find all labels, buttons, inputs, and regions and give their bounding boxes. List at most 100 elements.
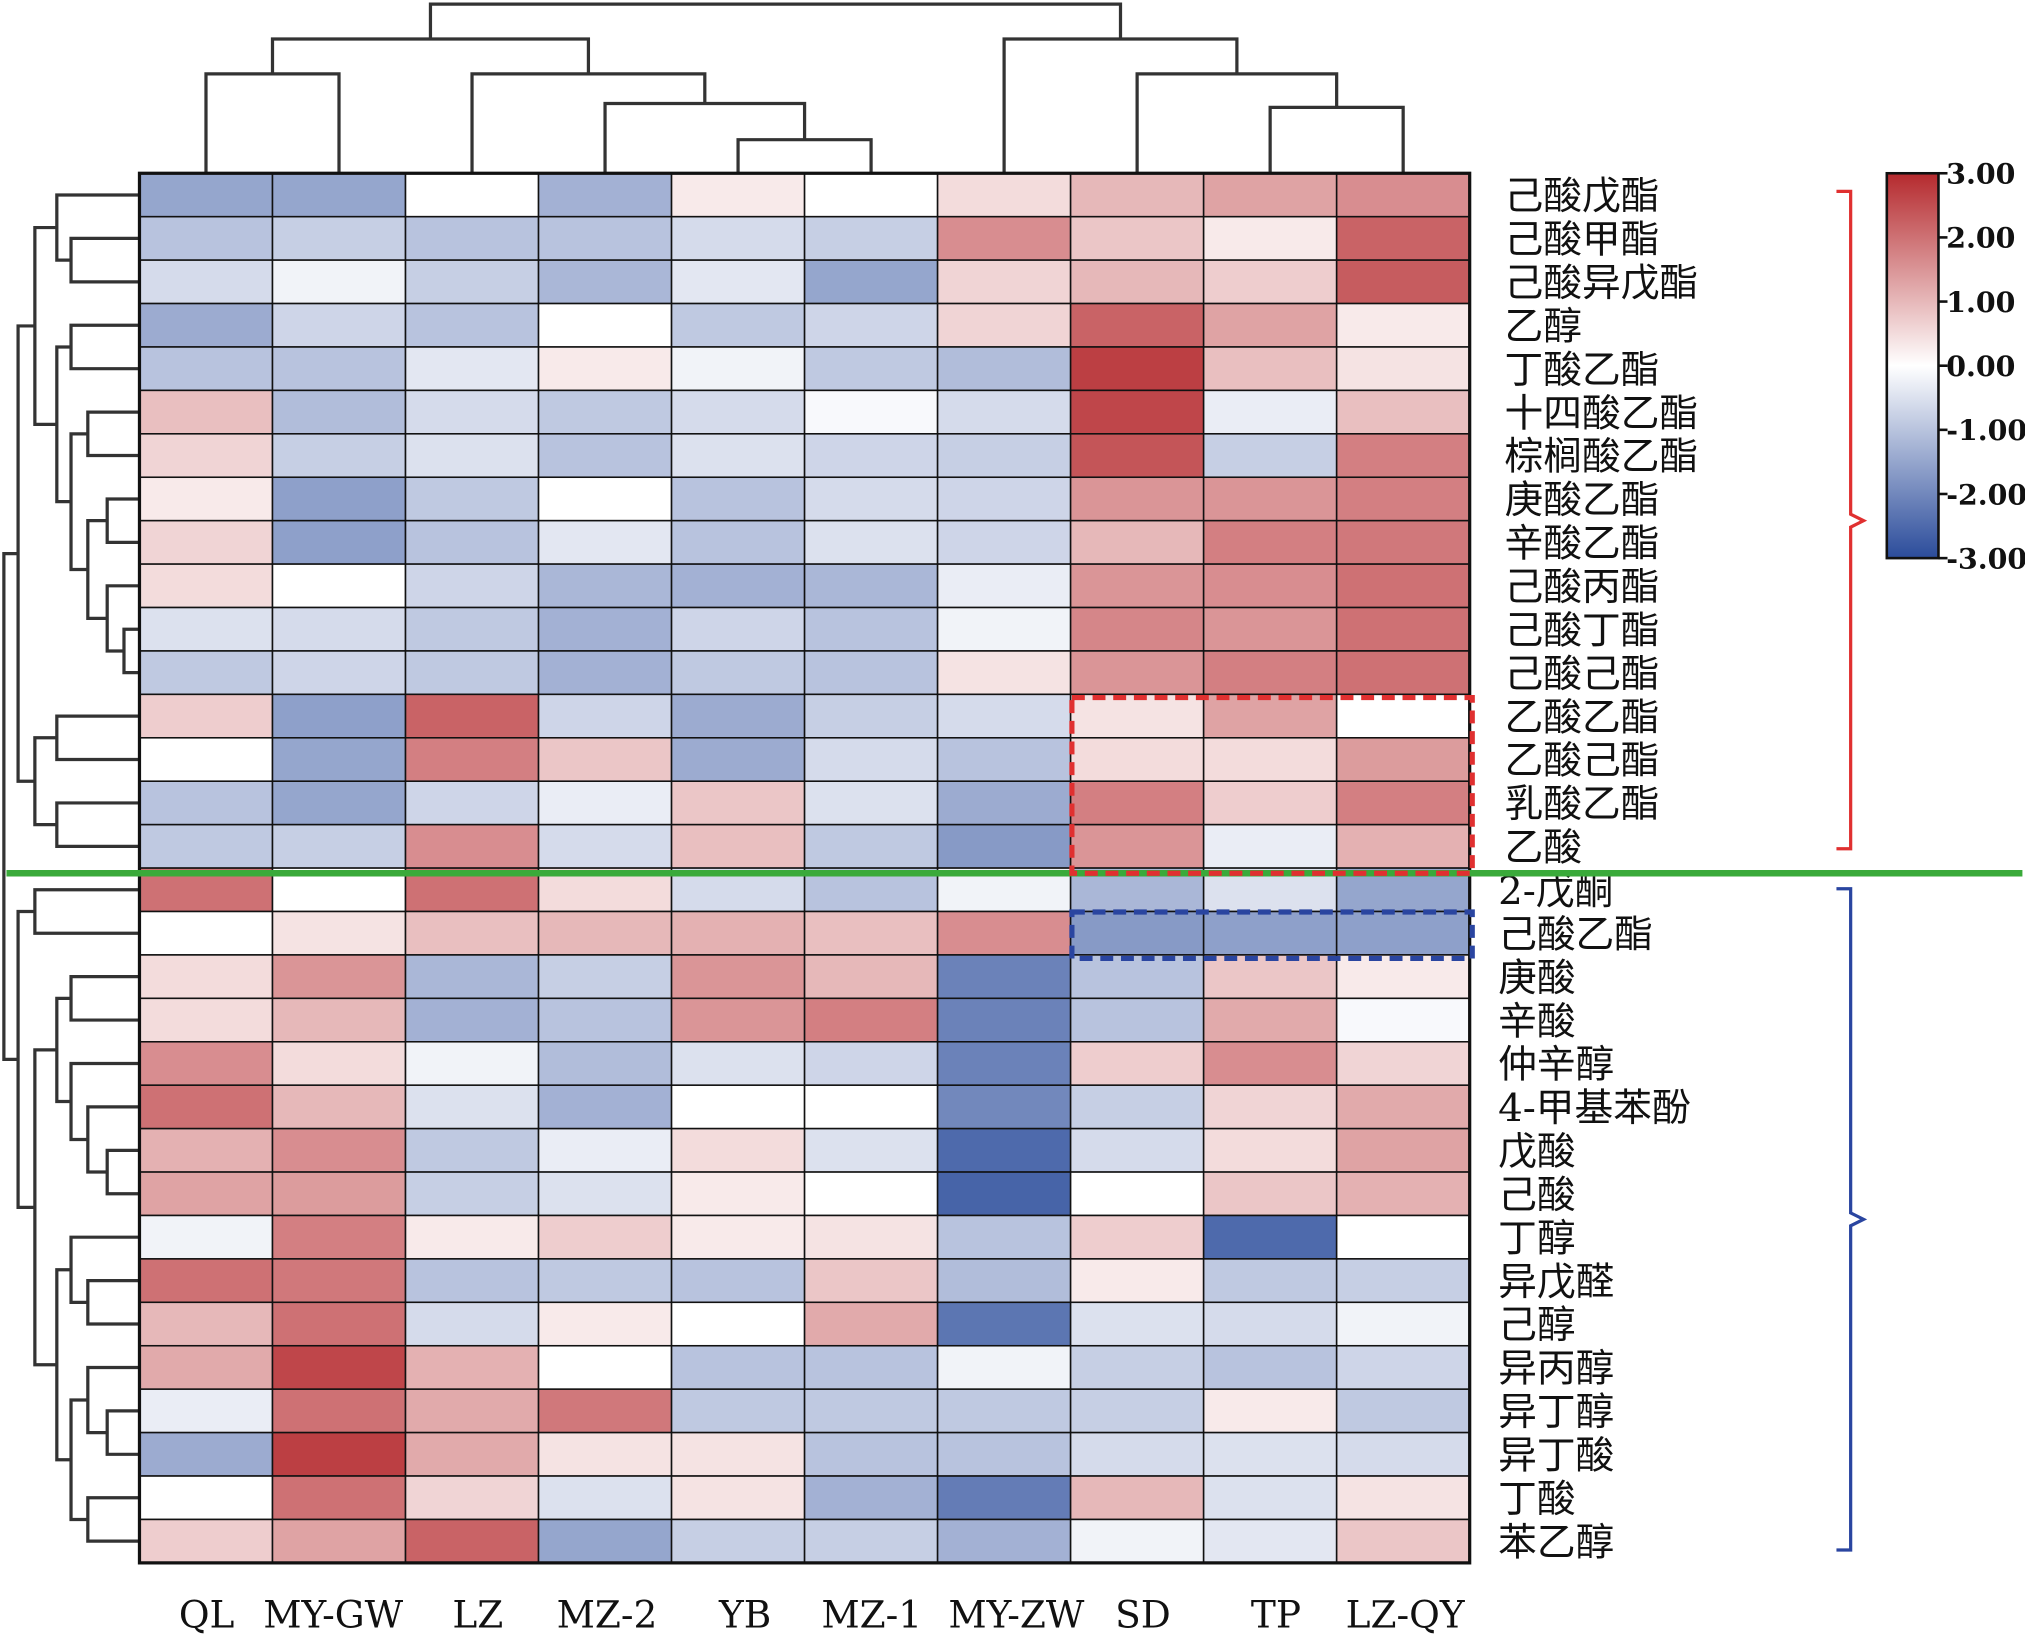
row-label: 庚酸 <box>1498 956 1575 1001</box>
heatmap-cell <box>537 1431 673 1477</box>
heatmap-cell <box>138 1127 274 1173</box>
heatmap-cell <box>936 997 1072 1043</box>
row-label: 己酸异戊酯 <box>1505 261 1699 306</box>
heatmap-cell <box>537 606 673 652</box>
heatmap-cell <box>537 1041 673 1086</box>
heatmap-cell <box>537 433 673 479</box>
heatmap-cell <box>404 650 540 696</box>
heatmap-cell <box>803 1518 939 1564</box>
heatmap-cell <box>803 259 939 305</box>
heatmap-cell <box>271 1084 407 1130</box>
colorbar-tick-label: -1.00 <box>1946 413 2025 447</box>
heatmap-cell <box>1069 1344 1205 1390</box>
heatmap-cell <box>1202 1127 1338 1173</box>
heatmap-cell <box>670 433 806 479</box>
heatmap-cell <box>936 259 1072 305</box>
colorbar-tick-label: 3.00 <box>1946 157 2015 191</box>
heatmap-cell <box>271 433 407 479</box>
heatmap-cell <box>670 737 806 782</box>
heatmap-cell <box>1335 346 1471 392</box>
heatmap-cell <box>803 650 939 696</box>
heatmap-cell <box>803 1084 939 1130</box>
heatmap-cell <box>1335 1084 1471 1130</box>
heatmap-cell <box>1335 519 1471 565</box>
heatmap-cell <box>670 954 806 1000</box>
colorbar-tick-label: -3.00 <box>1946 541 2025 575</box>
row-label: 己醇 <box>1498 1303 1575 1348</box>
heatmap-cell <box>537 1344 673 1390</box>
heatmap-cell <box>803 1127 939 1173</box>
heatmap-cell <box>1069 1258 1205 1304</box>
dendrogram-link <box>122 627 140 675</box>
heatmap-cell <box>138 780 274 826</box>
heatmap-cell <box>936 433 1072 479</box>
heatmap-cell <box>404 476 540 522</box>
column-label: YB <box>718 1592 771 1636</box>
heatmap-cell <box>1335 650 1471 696</box>
dendrogram-link <box>86 1105 140 1174</box>
color-legend: 3.00 2.00 1.00 0.00 -1.00 -2.00 -3.00 <box>1885 157 2025 575</box>
heatmap-cell <box>138 1084 274 1130</box>
heatmap-cell <box>1335 954 1471 1000</box>
heatmap-cell <box>138 346 274 392</box>
heatmap-cell <box>1335 172 1471 218</box>
heatmap-cell <box>1069 954 1205 1000</box>
heatmap-cell <box>271 1344 407 1390</box>
heatmap-cell <box>404 910 540 956</box>
heatmap-cell <box>1335 1127 1471 1173</box>
heatmap-cell <box>1335 1041 1471 1086</box>
heatmap-cell <box>1202 997 1338 1043</box>
row-label: 乙醇 <box>1505 304 1582 349</box>
heatmap-cell <box>1202 1475 1338 1521</box>
heatmap-cell <box>138 1171 274 1217</box>
heatmap-cell <box>404 1041 540 1086</box>
row-label: 丁酸乙酯 <box>1505 348 1660 393</box>
dendrogram-link <box>69 1398 88 1522</box>
heatmap-cell <box>1069 433 1205 479</box>
heatmap-cell <box>670 259 806 305</box>
heatmap-cell <box>936 737 1072 782</box>
heatmap-cell <box>537 693 673 739</box>
heatmap-cell <box>803 433 939 479</box>
heatmap-cell <box>803 302 939 348</box>
heatmap-cell <box>936 1388 1072 1434</box>
dendrogram-link <box>69 1235 140 1304</box>
heatmap-cell <box>271 693 407 739</box>
dendrogram-link <box>86 519 108 620</box>
heatmap-cell <box>537 737 673 782</box>
dendrogram-link <box>16 909 35 1209</box>
row-label: 乙酸己酯 <box>1505 739 1660 784</box>
row-label: 己酸乙酯 <box>1498 912 1653 957</box>
heatmap-cell <box>1335 1171 1471 1217</box>
heatmap-cell <box>936 1475 1072 1521</box>
heatmap-cell <box>936 519 1072 565</box>
heatmap-cell <box>936 693 1072 739</box>
heatmap-cell <box>670 1475 806 1521</box>
heatmap-cell <box>1202 954 1338 1000</box>
dendrogram-link <box>33 888 140 935</box>
row-label: 己酸丙酯 <box>1505 565 1660 610</box>
heatmap-cell <box>404 780 540 826</box>
colorbar-tick-label: 2.00 <box>1946 221 2015 255</box>
heatmap-cell <box>1069 1301 1205 1347</box>
heatmap-cell <box>537 215 673 261</box>
dendrogram-link <box>1268 105 1405 174</box>
heatmap-cell <box>1335 1344 1471 1390</box>
heatmap-cell <box>1335 606 1471 652</box>
heatmap-cell <box>1069 780 1205 826</box>
dendrogram-link <box>55 996 72 1104</box>
heatmap-cell <box>936 1431 1072 1477</box>
colorbar-tick-label: 1.00 <box>1946 285 2015 319</box>
heatmap-cell <box>1202 1344 1338 1390</box>
heatmap-cell <box>1069 1171 1205 1217</box>
heatmap-cell <box>1335 780 1471 826</box>
column-labels: QL MY-GW LZ MZ-2 YB MZ-1 MY-ZW SD TP LZ-QY <box>179 1592 1466 1636</box>
heatmap-cell <box>670 823 806 869</box>
dendrogram-link <box>69 323 140 371</box>
dendrogram-link <box>69 1061 140 1142</box>
row-label: 辛酸乙酯 <box>1505 522 1660 567</box>
row-label: 异丁酸 <box>1498 1434 1614 1479</box>
dendrogram-link <box>105 1148 140 1196</box>
heatmap-cell <box>803 1171 939 1217</box>
dendrogram-link <box>736 138 873 174</box>
